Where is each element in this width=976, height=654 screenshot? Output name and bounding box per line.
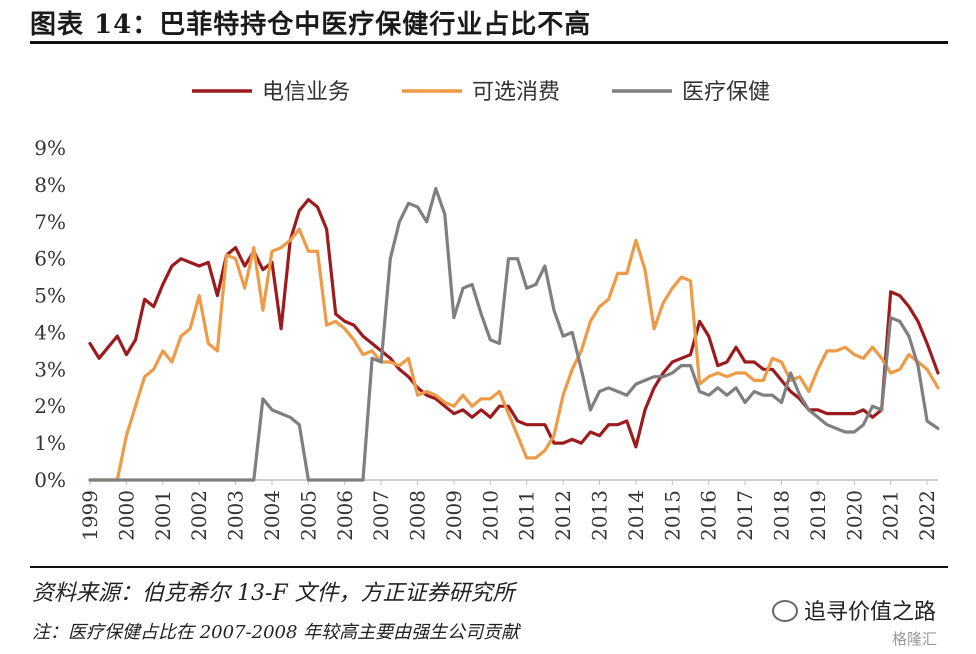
y-tick-label: 9% bbox=[34, 136, 66, 160]
y-tick-label: 6% bbox=[34, 247, 66, 271]
x-tick-label: 2003 bbox=[224, 490, 248, 541]
title-divider bbox=[30, 41, 948, 44]
line-chart: 电信业务 可选消费 医疗保健 0% 1% 2% 3% 4% 5% 6% 7% 8% 9% 1999 20… bbox=[34, 80, 940, 541]
x-tick-label: 2013 bbox=[588, 490, 612, 541]
y-tick-label: 2% bbox=[34, 394, 66, 418]
x-tick-label: 2007 bbox=[369, 490, 393, 541]
x-tick-label: 2006 bbox=[333, 490, 357, 541]
legend-label: 电信业务 bbox=[262, 80, 350, 105]
legend: 电信业务 可选消费 医疗保健 bbox=[192, 80, 770, 105]
y-tick-label: 3% bbox=[34, 357, 66, 381]
y-axis-ticks: 0% 1% 2% 3% 4% 5% 6% 7% 8% 9% bbox=[34, 136, 66, 492]
watermark-text: 追寻价值之路 bbox=[804, 600, 937, 625]
x-tick-label: 2016 bbox=[697, 490, 721, 541]
source-note: 资料来源：伯克希尔 13-F 文件，方正证券研究所 bbox=[32, 581, 515, 606]
x-tick-label: 2017 bbox=[733, 490, 757, 541]
legend-label: 可选消费 bbox=[472, 80, 560, 105]
footnote: 注：医疗保健占比在 2007-2008 年较高主要由强生公司贡献 bbox=[32, 622, 520, 643]
x-tick-label: 2005 bbox=[296, 490, 320, 541]
footer-divider bbox=[30, 566, 948, 568]
y-tick-label: 5% bbox=[34, 284, 66, 308]
legend-label: 医疗保健 bbox=[682, 80, 770, 105]
x-tick-label: 2022 bbox=[915, 490, 939, 541]
y-tick-label: 7% bbox=[34, 210, 66, 234]
x-tick-label: 2002 bbox=[187, 490, 211, 541]
wechat-icon bbox=[772, 600, 798, 622]
x-tick-label: 2015 bbox=[660, 490, 684, 541]
chart-title: 图表 14：巴菲特持仓中医疗保健行业占比不高 bbox=[30, 10, 592, 40]
x-tick-label: 2018 bbox=[770, 490, 794, 541]
x-tick-label: 2008 bbox=[406, 490, 430, 541]
x-tick-label: 2020 bbox=[842, 490, 866, 541]
y-tick-label: 1% bbox=[34, 431, 66, 455]
x-tick-label: 2012 bbox=[551, 490, 575, 541]
x-tick-label: 2021 bbox=[879, 490, 903, 541]
series-lines bbox=[88, 187, 940, 482]
watermark-sub: 格隆汇 bbox=[892, 630, 938, 648]
series-line bbox=[88, 227, 940, 482]
x-tick-label: 2004 bbox=[260, 490, 284, 541]
y-tick-label: 8% bbox=[34, 173, 66, 197]
watermark: 追寻价值之路 bbox=[772, 594, 936, 626]
x-tick-label: 2009 bbox=[442, 490, 466, 541]
x-tick-label: 2011 bbox=[515, 490, 539, 541]
x-tick-label: 2001 bbox=[151, 490, 175, 541]
x-tick-label: 2000 bbox=[114, 490, 138, 541]
x-tick-label: 2019 bbox=[806, 490, 830, 541]
x-tick-label: 2010 bbox=[478, 490, 502, 541]
y-tick-label: 4% bbox=[34, 320, 66, 344]
series-line bbox=[88, 187, 940, 482]
y-tick-label: 0% bbox=[34, 468, 66, 492]
x-tick-label: 2014 bbox=[624, 490, 648, 541]
x-axis-ticks: 1999 2000 2001 2002 2003 2004 2005 2006 2007 2008… bbox=[78, 480, 939, 541]
x-tick-label: 1999 bbox=[78, 490, 102, 541]
series-line bbox=[88, 198, 940, 449]
